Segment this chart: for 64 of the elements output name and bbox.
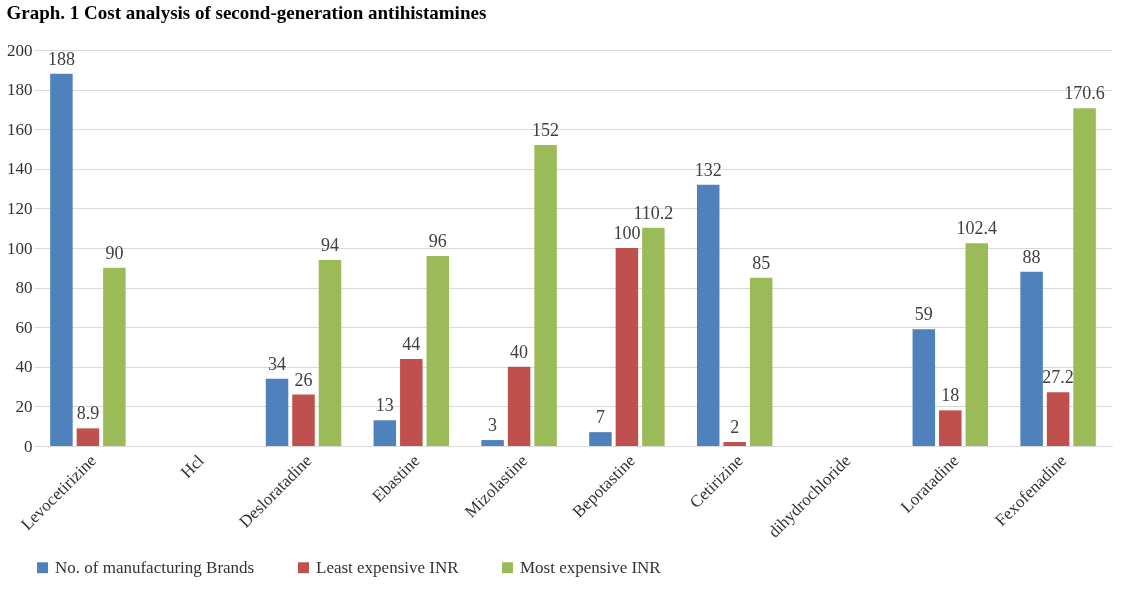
data-label: 8.9 xyxy=(76,403,100,424)
bar xyxy=(965,243,989,446)
bar xyxy=(534,145,557,446)
data-label: 27.2 xyxy=(1042,367,1074,388)
data-label: 188 xyxy=(47,48,75,69)
y-tick-label: 100 xyxy=(7,238,33,258)
y-tick-label: 40 xyxy=(15,357,33,377)
data-label: 59 xyxy=(914,304,933,325)
bar xyxy=(507,366,531,446)
bar xyxy=(642,227,665,446)
y-tick-label: 140 xyxy=(7,159,33,179)
data-label: 85 xyxy=(752,252,771,273)
bar xyxy=(373,420,397,446)
legend-label: No. of manufacturing Brands xyxy=(55,557,255,577)
bar xyxy=(939,410,962,446)
bar xyxy=(696,184,720,446)
x-tick-label: Hcl xyxy=(176,450,208,482)
y-tick-label: 20 xyxy=(15,396,33,416)
bar xyxy=(50,73,73,446)
bar xyxy=(1073,108,1096,446)
bar xyxy=(1020,271,1043,446)
bar xyxy=(615,248,639,446)
y-tick-label: 160 xyxy=(7,119,33,139)
bar xyxy=(318,259,342,446)
legend-label: Least expensive INR xyxy=(316,557,460,577)
data-label: 96 xyxy=(428,230,447,251)
y-tick-label: 200 xyxy=(7,40,33,60)
data-label: 170.6 xyxy=(1064,83,1105,104)
data-label: 13 xyxy=(375,395,394,416)
bar xyxy=(912,329,936,446)
data-label: 100 xyxy=(613,223,641,243)
data-label: 90 xyxy=(105,242,124,263)
data-label: 34 xyxy=(268,353,287,374)
bar xyxy=(481,440,504,446)
y-tick-label: 0 xyxy=(24,436,33,456)
data-label: 94 xyxy=(320,234,339,255)
bar xyxy=(426,255,450,446)
y-tick-label: 120 xyxy=(7,198,33,218)
bar xyxy=(400,358,423,446)
data-label: 110.2 xyxy=(633,202,674,223)
data-label: 2 xyxy=(730,417,740,438)
bar xyxy=(1046,392,1070,446)
bar xyxy=(265,378,289,446)
y-tick-label: 180 xyxy=(7,80,33,100)
y-tick-label: 80 xyxy=(15,278,33,298)
bar xyxy=(76,428,100,446)
data-label: 40 xyxy=(510,341,529,362)
data-label: 7 xyxy=(595,407,605,428)
bar xyxy=(749,277,773,446)
bar xyxy=(589,432,612,446)
chart-title: Graph. 1 Cost analysis of second-generation antihistamines xyxy=(6,2,487,23)
data-label: 18 xyxy=(941,385,960,406)
data-label: 102.4 xyxy=(956,218,998,239)
data-label: 132 xyxy=(694,159,722,180)
data-label: 44 xyxy=(402,333,421,354)
y-tick-label: 60 xyxy=(15,317,33,337)
data-label: 88 xyxy=(1022,246,1041,267)
legend-label: Most expensive INR xyxy=(520,557,662,577)
data-label: 152 xyxy=(532,120,560,141)
data-label: 26 xyxy=(294,369,313,390)
bar xyxy=(723,442,746,446)
bar xyxy=(292,394,315,446)
data-label: 3 xyxy=(488,415,498,436)
bar xyxy=(103,267,126,446)
